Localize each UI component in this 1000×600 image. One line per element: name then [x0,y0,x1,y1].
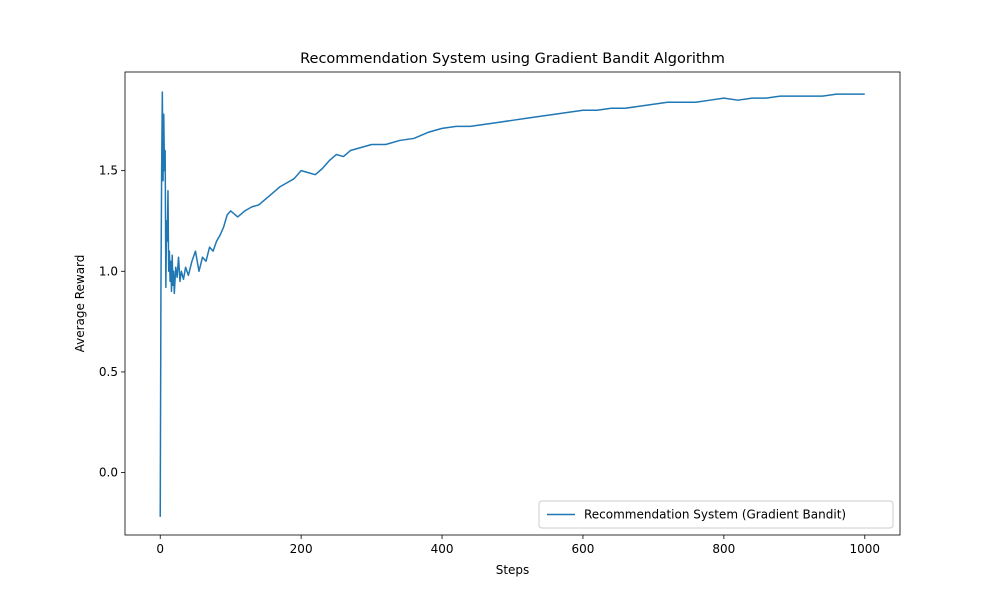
x-tick-label: 1000 [849,542,880,556]
x-axis-label: Steps [496,563,530,577]
x-tick-label: 200 [290,542,313,556]
chart-title: Recommendation System using Gradient Ban… [300,51,725,67]
x-tick-label: 400 [431,542,454,556]
legend: Recommendation System (Gradient Bandit) [538,500,894,529]
series-line [159,91,865,517]
y-tick-label: 0.0 [99,466,118,480]
y-tick-label: 1.0 [99,264,118,278]
x-tick-label: 0 [156,542,164,556]
y-tick-label: 0.5 [99,365,118,379]
series-layer [159,91,865,517]
y-tick-label: 1.5 [99,164,118,178]
plot-frame [124,71,901,536]
ticks-layer: 0 200 400 600 800 1000 0.0 0.5 1.0 1.5 [99,164,880,556]
x-tick-label: 800 [712,542,735,556]
legend-label: Recommendation System (Gradient Bandit) [584,508,846,522]
y-axis-label: Average Reward [73,255,87,353]
x-tick-label: 600 [572,542,595,556]
legend-box [538,500,894,529]
